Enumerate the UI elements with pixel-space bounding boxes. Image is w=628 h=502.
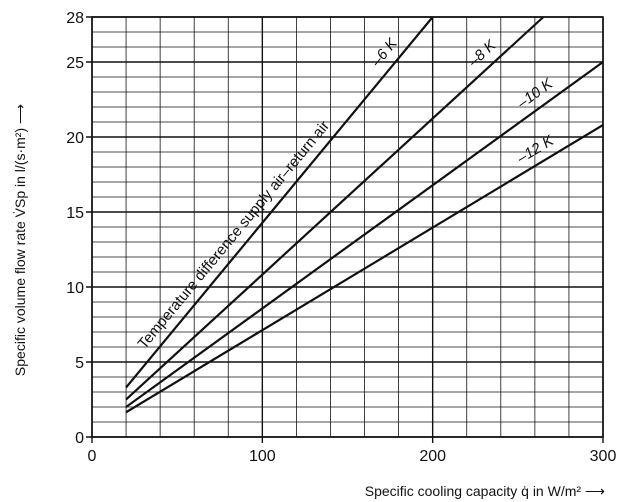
tick-labels: 0 100 200 300 0 5 10 15 20 25 28 [66, 10, 616, 465]
x-tick-label: 0 [88, 448, 97, 465]
series-lines [125, 16, 604, 414]
series-line [125, 16, 545, 401]
y-tick-label: 28 [66, 10, 84, 27]
x-tick-label: 200 [419, 448, 446, 465]
plot-frame [91, 16, 604, 438]
x-axis-label: Specific cooling capacity q̇ in W/m² ⟶ [365, 483, 605, 499]
y-tick-label: 10 [66, 280, 84, 297]
x-tick-label: 300 [590, 448, 617, 465]
series-labels: –6 K –8 K–10 K–12 K [367, 35, 557, 168]
series-label: –6 K [367, 35, 401, 71]
series-line [125, 61, 604, 408]
x-tick-label: 100 [249, 448, 276, 465]
y-tick-label: 25 [66, 55, 84, 72]
series-line [125, 124, 604, 414]
y-tick-label: 20 [66, 130, 84, 147]
y-tick-label: 0 [75, 430, 84, 447]
grid-minor [92, 17, 603, 437]
series-line [125, 16, 434, 389]
series-label: –8 K [464, 36, 500, 71]
y-tick-label: 5 [75, 355, 84, 372]
y-axis-label: Specific volume flow rate V̇Sp in l/(s·m… [12, 104, 28, 376]
y-tick-label: 15 [66, 205, 84, 222]
